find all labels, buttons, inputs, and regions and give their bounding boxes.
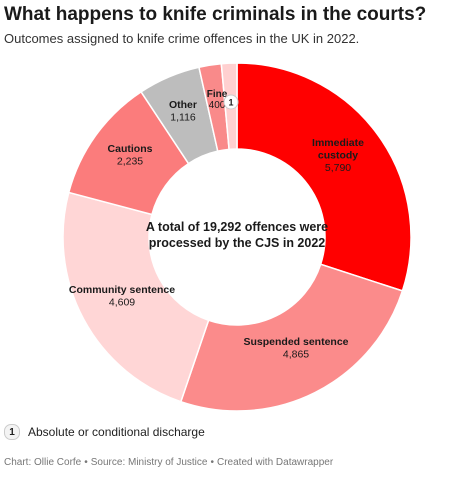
slice-name: custody xyxy=(318,150,358,162)
slice-name: Fine xyxy=(207,89,228,100)
slice-value: 2,235 xyxy=(117,156,143,168)
slice-name: Community sentence xyxy=(69,284,175,296)
slice-value: 5,790 xyxy=(325,162,351,174)
slice-community-sentence xyxy=(62,191,210,403)
slice-name: Other xyxy=(169,99,197,111)
center-label: A total of 19,292 offences were processed… xyxy=(146,220,328,250)
credit-source: Source: Ministry of Justice xyxy=(90,457,208,468)
credit-separator: • xyxy=(210,457,214,468)
slice-value: 400 xyxy=(209,100,226,111)
center-label-line: A total of 19,292 offences were xyxy=(146,220,328,234)
footnote: 1 Absolute or conditional discharge xyxy=(4,424,205,440)
slice-value: 4,609 xyxy=(109,297,135,309)
slice-immediate-custody xyxy=(236,62,412,292)
credit-chart: Chart: Ollie Corfe xyxy=(4,457,82,468)
credits: Chart: Ollie Corfe • Source: Ministry of J… xyxy=(4,457,333,468)
footnote-text: Absolute or conditional discharge xyxy=(28,425,205,439)
slice-suspended-sentence xyxy=(179,263,404,412)
slice-name: Cautions xyxy=(108,143,153,155)
slice-name: Suspended sentence xyxy=(243,336,348,348)
credit-tool: Created with Datawrapper xyxy=(217,457,334,468)
slice-label-discharge: 1 xyxy=(223,94,239,110)
slice-name: Immediate xyxy=(312,137,364,149)
slice-value: 1,116 xyxy=(170,112,196,124)
chart-subtitle: Outcomes assigned to knife crime offence… xyxy=(4,31,360,46)
footnote-marker-label: 1 xyxy=(228,98,233,108)
footnote-marker-badge xyxy=(223,94,239,110)
center-label-line: processed by the CJS in 2022 xyxy=(149,236,326,250)
chart-title: What happens to knife criminals in the c… xyxy=(4,4,427,25)
footnote-marker: 1 xyxy=(4,424,20,440)
slice-value: 4,865 xyxy=(283,349,309,361)
credit-separator: • xyxy=(84,457,88,468)
